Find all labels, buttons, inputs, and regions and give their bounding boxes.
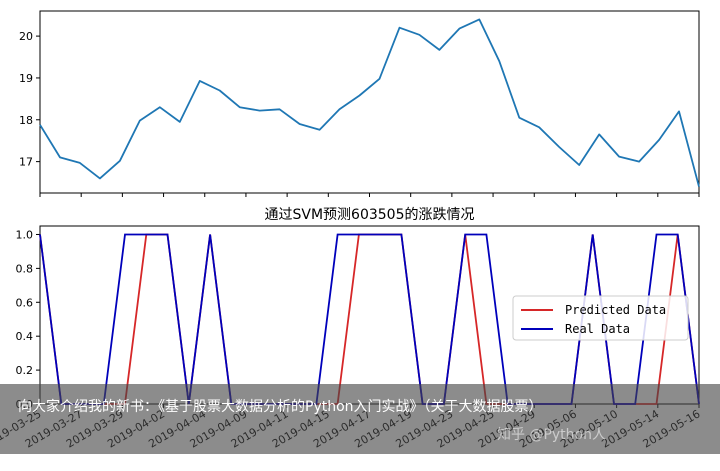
top-y-tick-label: 17 bbox=[19, 156, 33, 169]
top-y-tick-label: 18 bbox=[19, 114, 33, 127]
chart-title: 通过SVM预测603505的涨跌情况 bbox=[265, 207, 475, 223]
caption-overlay bbox=[0, 384, 720, 454]
legend-box bbox=[512, 295, 689, 341]
watermark: 知乎 @Python人 bbox=[497, 427, 606, 443]
price-series-line bbox=[39, 18, 700, 187]
bottom-y-tick-label: 0.8 bbox=[16, 262, 34, 275]
bottom-y-tick-label: 0.6 bbox=[16, 296, 34, 309]
top-y-tick-label: 19 bbox=[19, 72, 33, 85]
bottom-y-tick-label: 1.0 bbox=[16, 228, 34, 241]
legend-label: Predicted Data bbox=[565, 303, 666, 317]
bottom-y-tick-label: 0.2 bbox=[16, 364, 34, 377]
real-series-line bbox=[39, 233, 700, 405]
legend-label: Real Data bbox=[565, 322, 630, 336]
top-y-tick-label: 20 bbox=[19, 30, 33, 43]
caption-text: 向大家介绍我的新书：《基于股票大数据分析的Python入门实战》（关于大数据股票… bbox=[18, 399, 543, 415]
top-chart-panel: 17 18 19 20 bbox=[19, 10, 700, 197]
bottom-y-tick-label: 0.4 bbox=[16, 330, 34, 343]
